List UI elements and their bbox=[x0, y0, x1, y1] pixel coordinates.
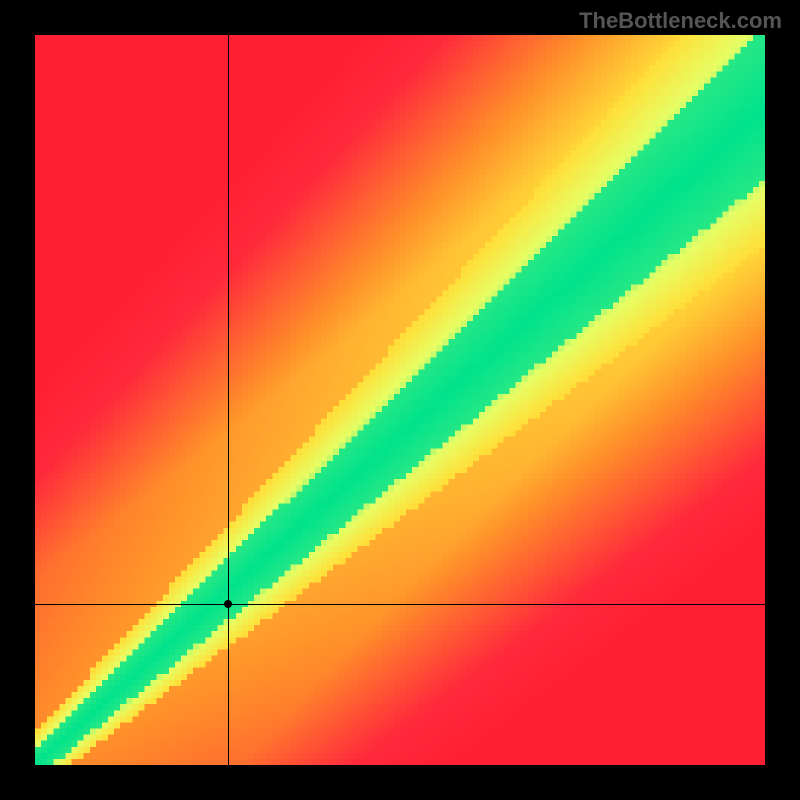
marker-dot bbox=[224, 600, 232, 608]
heatmap-canvas bbox=[35, 35, 765, 765]
watermark-text: TheBottleneck.com bbox=[579, 8, 782, 34]
chart-container: { "watermark_text": "TheBottleneck.com",… bbox=[0, 0, 800, 800]
crosshair-vertical bbox=[228, 35, 229, 765]
heatmap-plot bbox=[35, 35, 765, 765]
crosshair-horizontal bbox=[35, 604, 765, 605]
